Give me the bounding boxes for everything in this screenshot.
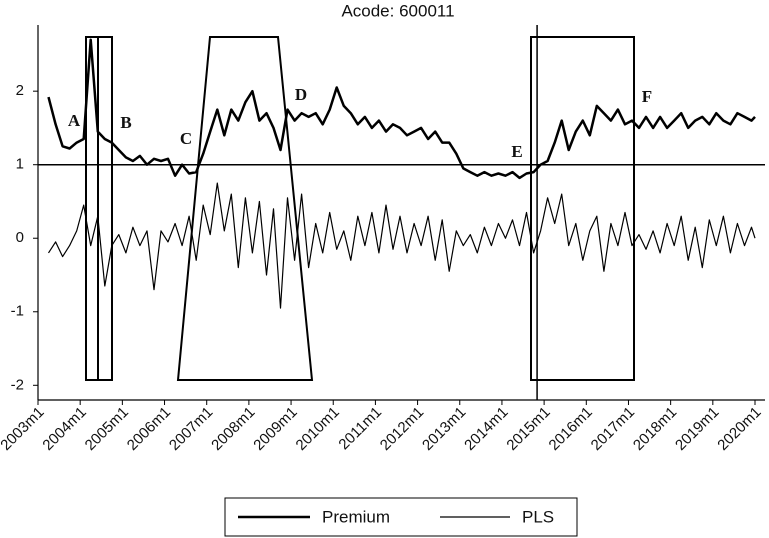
annotation: E	[511, 142, 522, 161]
legend-box	[224, 497, 578, 537]
annotation: D	[295, 85, 307, 104]
x-tick-label: 2004m1	[39, 404, 89, 454]
x-tick-label: 2019m1	[672, 404, 722, 454]
x-tick-label: 2006m1	[124, 404, 174, 454]
line-premium	[47, 38, 756, 180]
legend-label: PLS	[522, 507, 554, 526]
x-tick-label: 2013m1	[419, 404, 469, 454]
annotation: F	[642, 87, 652, 106]
x-tick-label: 2016m1	[546, 404, 596, 454]
annotation: B	[120, 113, 131, 132]
annotation: C	[180, 129, 192, 148]
x-tick-label: 2005m1	[82, 404, 132, 454]
x-tick-label: 2009m1	[250, 404, 300, 454]
x-tick-label: 2015m1	[503, 404, 553, 454]
chart-title: Acode: 600011	[341, 1, 454, 20]
line-pls	[47, 182, 756, 309]
x-tick-label: 2018m1	[630, 404, 680, 454]
box-ef	[530, 36, 635, 381]
x-tick-label: 2003m1	[0, 404, 48, 454]
y-tick-label: 2	[16, 82, 24, 99]
x-tick-label: 2011m1	[335, 404, 385, 454]
x-tick-label: 2012m1	[377, 404, 427, 454]
annotation: A	[68, 111, 81, 130]
y-tick-label: -1	[11, 303, 24, 320]
x-tick-label: 2014m1	[461, 404, 511, 454]
x-tick-label: 2020m1	[714, 404, 764, 454]
box-cd	[176, 36, 314, 381]
y-tick-label: 1	[16, 156, 24, 173]
x-tick-label: 2017m1	[588, 404, 638, 454]
y-tick-label: -2	[11, 376, 24, 393]
legend-label: Premium	[322, 507, 390, 526]
x-tick-label: 2007m1	[166, 404, 216, 454]
x-tick-label: 2010m1	[293, 404, 343, 454]
y-tick-label: 0	[16, 229, 24, 246]
x-tick-label: 2008m1	[208, 404, 258, 454]
highlight-boxes	[85, 36, 635, 381]
